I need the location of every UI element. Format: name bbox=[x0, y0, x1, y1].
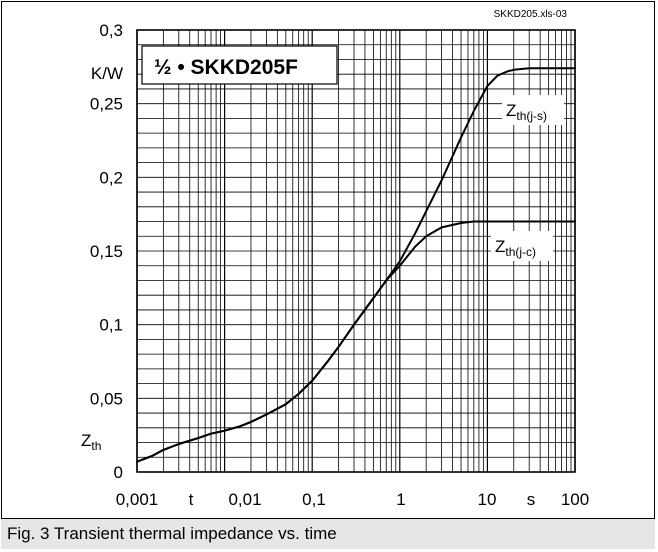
x-tick-label: 0,001 bbox=[116, 490, 159, 509]
x-axis-unit: s bbox=[527, 490, 536, 509]
y-tick-label: 0,25 bbox=[90, 95, 123, 114]
y-tick-label: 0,15 bbox=[90, 242, 123, 261]
chart: ½ • SKKD205F Zth(j-s) Zth(j-c) 0 0,05 0,1 0,1… bbox=[81, 9, 589, 509]
y-tick-label: 0 bbox=[114, 463, 123, 482]
series-label-zth-j-s: Zth(j-s) bbox=[506, 101, 547, 123]
series-label-zth-j-s-box bbox=[502, 95, 564, 125]
grid-minor bbox=[137, 30, 575, 472]
x-tick-label: 100 bbox=[561, 490, 589, 509]
x-tick-label: 0,1 bbox=[302, 490, 326, 509]
y-tick-label: 0,2 bbox=[99, 168, 123, 187]
x-tick-label: 0,01 bbox=[228, 490, 261, 509]
chart-title-box bbox=[141, 45, 338, 85]
series-label-zth-j-c: Zth(j-c) bbox=[495, 237, 536, 259]
series-label-zth-j-c-box bbox=[491, 231, 553, 261]
plot-border bbox=[136, 29, 576, 473]
y-axis-label: Zth bbox=[81, 431, 101, 453]
y-tick-label: 0,05 bbox=[90, 389, 123, 408]
figure-caption: Fig. 3 Transient thermal impedance vs. t… bbox=[1, 518, 655, 549]
x-axis-label: t bbox=[189, 490, 194, 509]
tick-labels: 0 0,05 0,1 0,15 0,2 0,25 0,3 0,001 0,01 0,1 1 10 100… bbox=[81, 9, 589, 509]
source-label: SKKD205.xls-03 bbox=[494, 9, 568, 20]
series-line-zth-j-c bbox=[136, 220, 576, 463]
chart-title: ½ • SKKD205F bbox=[154, 56, 298, 79]
series-layer bbox=[136, 67, 576, 463]
series-line-zth-j-s bbox=[136, 67, 576, 463]
y-axis-unit: K/W bbox=[91, 64, 123, 83]
y-tick-label: 0,1 bbox=[99, 316, 123, 335]
y-tick-label: 0,3 bbox=[99, 21, 123, 40]
x-tick-label: 1 bbox=[396, 490, 405, 509]
x-tick-label: 10 bbox=[478, 490, 497, 509]
label-layer: ½ • SKKD205F Zth(j-s) Zth(j-c) bbox=[141, 45, 564, 261]
